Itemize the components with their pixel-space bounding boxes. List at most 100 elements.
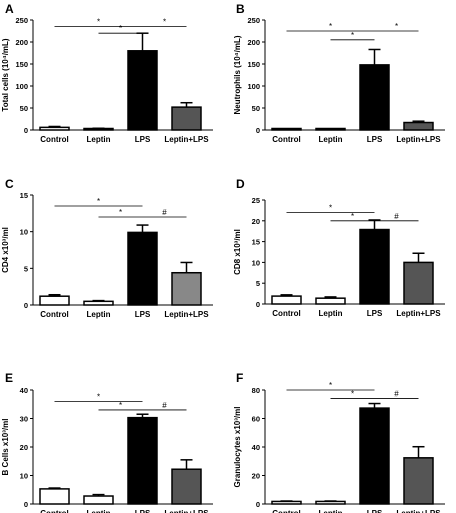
bar	[271, 500, 302, 505]
y-axis-label: CD8 x10³/ml	[233, 229, 242, 275]
x-tick-label: Leptin+LPS	[164, 310, 209, 319]
x-tick-label: LPS	[135, 509, 151, 513]
x-tick-label: Control	[272, 509, 300, 513]
y-tick-label: 15	[20, 191, 28, 200]
y-tick-label: 5	[256, 279, 260, 288]
y-tick-label: 150	[247, 60, 260, 69]
x-tick-label: Leptin+LPS	[396, 309, 441, 318]
x-tick-label: Control	[40, 310, 68, 319]
significance-label: *	[97, 197, 100, 206]
y-tick-label: 20	[20, 443, 28, 452]
y-tick-label: 100	[247, 82, 260, 91]
x-tick-label: Control	[272, 135, 300, 144]
y-tick-label: 10	[20, 228, 28, 237]
significance-label: *	[329, 381, 332, 390]
significance-label: *	[351, 212, 354, 221]
y-tick-label: 60	[252, 415, 260, 424]
significance-label: *	[97, 392, 100, 401]
y-axis-label: Granulocytes x10³/ml	[233, 407, 242, 488]
significance-label: *	[163, 18, 166, 27]
panel-f: F Granulocytes x10³/ml 0 20 40 60 80 Control Lep…	[233, 371, 445, 513]
bar	[359, 64, 390, 131]
y-tick-label: 0	[24, 301, 28, 310]
panel-letter: F	[236, 371, 243, 385]
y-tick-label: 30	[20, 415, 28, 424]
significance-label: *	[119, 401, 122, 410]
y-tick-label: 50	[20, 104, 28, 113]
panel-d: D CD8 x10³/ml 0 5 10 15 20 25 Control Leptin LPS Le…	[233, 177, 445, 318]
significance-label: #	[394, 390, 399, 399]
y-axis-label: Neutrophils (10⁴/mL)	[233, 35, 242, 114]
panel-c: C CD4 x10³/ml 0 5 10 15 Control Leptin LPS Leptin…	[1, 177, 213, 319]
bar	[403, 457, 434, 505]
significance-label: *	[351, 31, 354, 40]
x-tick-label: Leptin	[319, 309, 343, 318]
panel-letter: B	[236, 2, 245, 16]
y-tick-label: 0	[24, 500, 28, 509]
bar	[359, 228, 390, 305]
significance-label: *	[119, 24, 122, 33]
panel-letter: D	[236, 177, 245, 191]
y-tick-label: 150	[15, 60, 28, 69]
y-tick-label: 200	[247, 38, 260, 47]
y-tick-label: 50	[252, 104, 260, 113]
bar	[315, 500, 346, 505]
y-tick-label: 40	[252, 443, 260, 452]
significance-label: #	[394, 212, 399, 221]
y-tick-label: 10	[20, 472, 28, 481]
y-tick-label: 15	[252, 238, 260, 247]
y-tick-label: 80	[252, 386, 260, 395]
panel-letter: E	[5, 371, 13, 385]
y-tick-label: 0	[256, 500, 260, 509]
y-tick-label: 5	[24, 264, 28, 273]
y-axis-label: CD4 x10³/ml	[1, 227, 10, 273]
significance-label: #	[162, 208, 167, 217]
x-tick-label: Leptin+LPS	[396, 135, 441, 144]
x-tick-label: Leptin+LPS	[164, 509, 209, 513]
significance-label: *	[395, 22, 398, 31]
bar	[39, 126, 70, 131]
bar	[315, 297, 346, 305]
x-tick-label: Leptin	[87, 310, 111, 319]
bar	[127, 231, 158, 306]
significance-label: *	[329, 22, 332, 31]
y-tick-label: 0	[256, 126, 260, 135]
y-tick-label: 100	[15, 82, 28, 91]
x-tick-label: Leptin	[319, 135, 343, 144]
x-tick-label: Leptin	[319, 509, 343, 513]
bar	[359, 407, 390, 505]
significance-label: *	[329, 203, 332, 212]
x-tick-label: Leptin	[87, 135, 111, 144]
x-tick-label: LPS	[135, 135, 151, 144]
bar	[39, 488, 70, 505]
bar	[403, 261, 434, 305]
bar	[171, 468, 202, 505]
y-axis-label: B Cells x10³/ml	[1, 419, 10, 476]
significance-label: *	[351, 390, 354, 399]
bar	[39, 295, 70, 306]
y-tick-label: 250	[15, 16, 28, 25]
x-tick-label: Leptin	[87, 509, 111, 513]
y-tick-label: 0	[24, 126, 28, 135]
significance-label: #	[162, 401, 167, 410]
y-tick-label: 10	[252, 258, 260, 267]
x-tick-label: Leptin+LPS	[396, 509, 441, 513]
bar	[83, 495, 114, 505]
x-tick-label: Leptin+LPS	[164, 135, 209, 144]
panel-letter: A	[5, 2, 14, 16]
bar	[127, 416, 158, 505]
bar	[171, 271, 202, 306]
panel-e: E B Cells x10³/ml 0 10 20 30 40 Control Leptin LP…	[1, 371, 213, 513]
bar	[271, 295, 302, 305]
significance-label: *	[119, 208, 122, 217]
x-tick-label: LPS	[135, 310, 151, 319]
panel-a: A Total cells (10⁴/mL) 0 50 100 150 200 250 Cont…	[1, 2, 213, 144]
x-tick-label: LPS	[367, 509, 383, 513]
x-tick-label: LPS	[367, 309, 383, 318]
significance-label: *	[97, 18, 100, 27]
y-tick-label: 0	[256, 300, 260, 309]
y-axis-label: Total cells (10⁴/mL)	[1, 38, 10, 111]
y-tick-label: 20	[252, 217, 260, 226]
y-tick-label: 20	[252, 472, 260, 481]
panel-letter: C	[5, 177, 14, 191]
